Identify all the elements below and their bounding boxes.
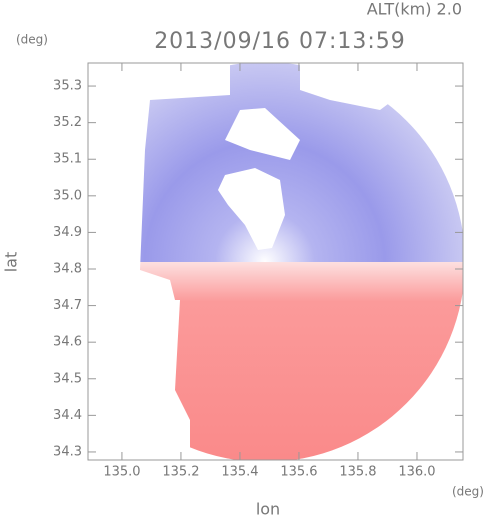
radar-image: [88, 63, 463, 460]
y-tick-label: 34.5: [53, 371, 82, 386]
y-tick-label: 35.0: [53, 188, 82, 203]
y-tick-label: 34.8: [53, 262, 82, 277]
y-axis-label: lat: [2, 252, 21, 273]
x-tick-label: 135.4: [221, 465, 258, 480]
y-tick-label: 34.9: [53, 225, 82, 240]
y-tick-label: 34.7: [53, 298, 82, 313]
x-tick-label: 135.6: [280, 465, 317, 480]
y-tick-label: 34.6: [53, 335, 82, 350]
y-tick-label: 34.4: [53, 408, 82, 423]
y-unit: (deg): [16, 33, 48, 47]
plot-frame: [87, 62, 464, 461]
y-tick-label: 34.3: [53, 444, 82, 459]
y-tick-label: 35.3: [53, 79, 82, 94]
subtitle: ALT(km) 2.0: [367, 0, 462, 19]
x-tick-label: 136.0: [398, 465, 435, 480]
x-axis-label: lon: [256, 500, 280, 519]
x-tick-label: 135.8: [339, 465, 376, 480]
y-tick-label: 35.2: [53, 115, 82, 130]
y-tick-label: 35.1: [53, 152, 82, 167]
chart-title: 2013/09/16 07:13:59: [154, 29, 406, 54]
x-tick-label: 135.0: [103, 465, 140, 480]
x-tick-label: 135.2: [162, 465, 199, 480]
x-unit: (deg): [452, 485, 484, 499]
